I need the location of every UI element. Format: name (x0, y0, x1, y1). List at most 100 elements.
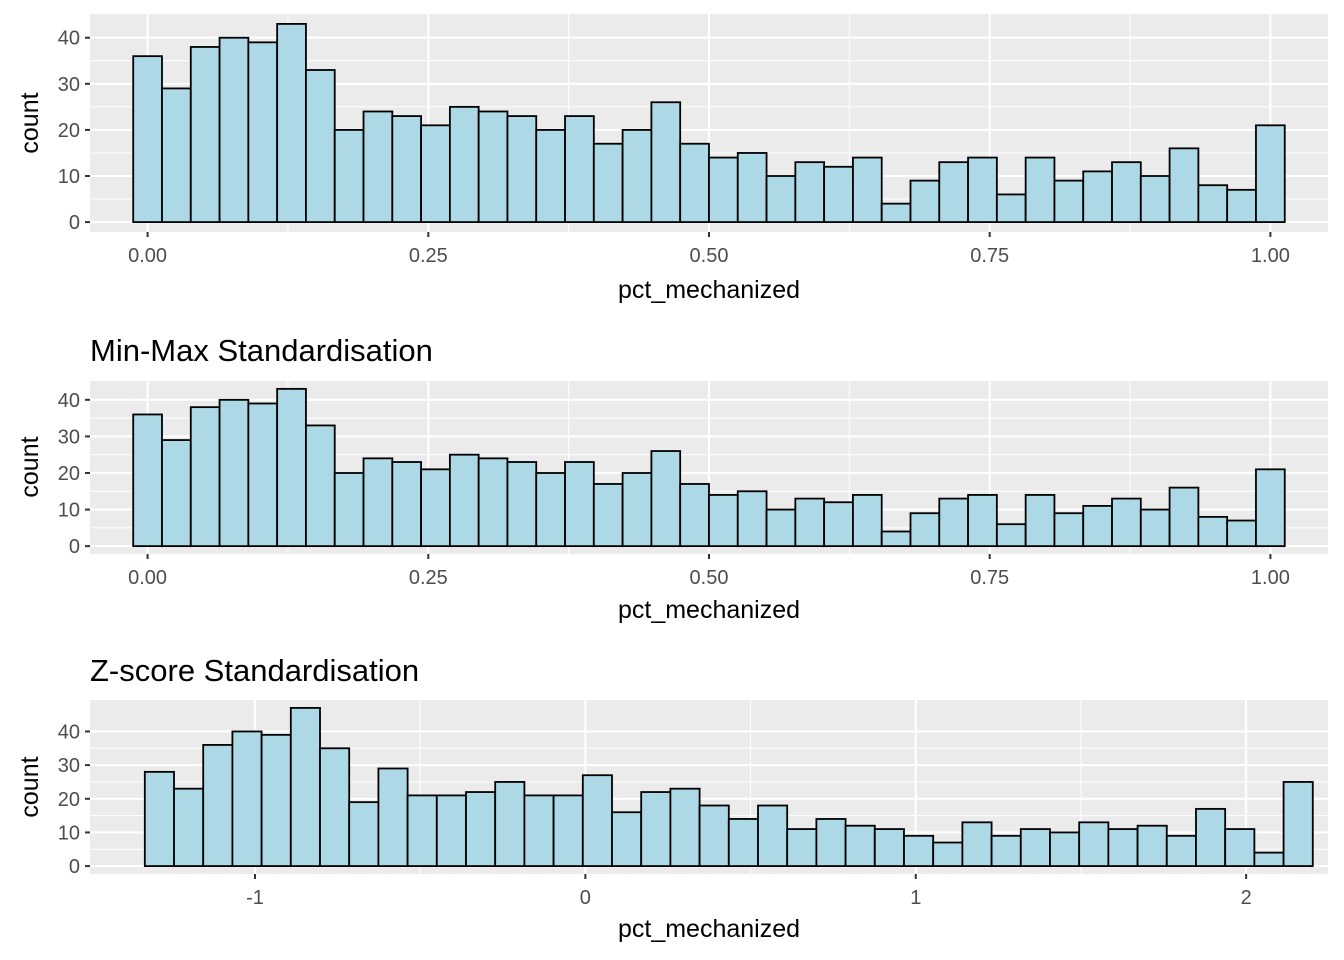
histogram-bar (1019, 828, 1051, 867)
histogram-bar (1139, 508, 1171, 548)
histogram-bar (611, 811, 643, 867)
histogram-bar (909, 512, 941, 548)
histogram-bar (377, 767, 409, 867)
histogram-bar (276, 387, 307, 548)
histogram-bar (305, 69, 336, 223)
histogram-bar (1024, 156, 1056, 223)
y-tick-label: 40 (58, 28, 80, 50)
y-tick-label: 20 (58, 463, 80, 485)
histogram-bar (494, 781, 526, 867)
histogram-bar (1111, 161, 1142, 223)
x-tick-label: 1.00 (1251, 567, 1290, 589)
histogram-bar (247, 41, 279, 223)
histogram-bar (1024, 494, 1056, 548)
histogram-bar (873, 828, 905, 867)
histogram-bar (1082, 505, 1113, 548)
y-tick-label: 40 (58, 721, 80, 743)
histogram-bar (305, 424, 336, 548)
histogram-bar (967, 156, 998, 223)
x-tick-label: 1 (910, 887, 921, 909)
histogram-bar (1078, 821, 1110, 867)
x-tick-label: 0.00 (128, 567, 167, 589)
histogram-bar (621, 472, 653, 548)
histogram-bar (736, 152, 768, 223)
histogram-bar (1226, 188, 1257, 223)
histogram-bar (592, 142, 624, 223)
histogram-bar (448, 105, 480, 223)
histogram-panel-2: 0 10 20 30 40 0.00 0.25 0.50 0.75 1.00 pct_mechani… (16, 333, 1328, 624)
histogram-bar (1255, 124, 1286, 223)
histogram-bar (247, 402, 279, 548)
histogram-bar (1168, 486, 1200, 548)
histogram-bar (698, 804, 730, 867)
histogram-bar (1197, 184, 1229, 223)
histogram-bar (319, 747, 351, 867)
histogram-bar (1053, 512, 1085, 548)
histogram-bar (880, 202, 912, 223)
histogram-bar (289, 707, 321, 867)
histogram-bar (852, 156, 883, 223)
histogram-bar (823, 501, 854, 548)
histogram-bar (1165, 834, 1197, 867)
y-axis-title: count (16, 436, 44, 497)
y-tick-label: 10 (58, 822, 80, 844)
histogram-bar (506, 461, 538, 548)
histogram-bar (406, 794, 438, 867)
x-tick-label: 0.25 (409, 245, 448, 267)
histogram-bar (786, 828, 818, 867)
x-tick-label: 0.75 (970, 245, 1009, 267)
histogram-bar (535, 472, 566, 548)
x-tick-label: 0.25 (409, 567, 448, 589)
histogram-bar (391, 461, 422, 548)
histogram-bar (909, 179, 941, 223)
histogram-bar (1253, 851, 1285, 867)
histogram-bar (903, 834, 935, 867)
histogram-bar (1049, 831, 1081, 867)
y-tick-label: 30 (58, 426, 80, 448)
y-tick-label: 0 (69, 212, 80, 234)
y-tick-label: 10 (58, 166, 80, 188)
histogram-bar (640, 791, 672, 867)
panel-title: Min-Max Standardisation (90, 333, 433, 368)
histogram-bar (202, 744, 234, 867)
histogram-bar (420, 124, 451, 223)
histogram-panel-3: 0 10 20 30 40 -1 0 1 2 pct_mechanized count Z-score… (16, 653, 1328, 943)
histogram-bar (592, 483, 624, 548)
y-tick-label: 10 (58, 500, 80, 522)
histogram-bar (852, 494, 883, 548)
x-axis-title: pct_mechanized (618, 596, 800, 624)
x-axis-title: pct_mechanized (618, 276, 800, 304)
histogram-bar (260, 733, 292, 867)
histogram-bar (231, 730, 263, 867)
histogram-bar (132, 55, 163, 223)
histogram-bar (794, 161, 826, 223)
histogram-bar (362, 110, 394, 223)
y-tick-label: 40 (58, 390, 80, 412)
y-tick-label: 30 (58, 74, 80, 96)
histogram-bar (564, 115, 595, 223)
histogram-bar (794, 497, 826, 548)
y-tick-label: 20 (58, 120, 80, 142)
histogram-bar (990, 834, 1022, 867)
y-axis-title: count (16, 92, 44, 153)
histogram-bar (477, 110, 509, 223)
histogram-bar (650, 450, 682, 548)
histogram-bar (333, 472, 365, 548)
histogram-bar (1139, 175, 1171, 223)
histogram-bar (348, 801, 380, 867)
histogram-bar (435, 794, 467, 867)
histogram-bar (736, 490, 768, 548)
x-tick-label: 0.00 (128, 245, 167, 267)
histogram-bar (391, 115, 422, 223)
histogram-bar (708, 494, 739, 548)
x-tick-label: 1.00 (1251, 245, 1290, 267)
histogram-bar (938, 161, 969, 223)
histogram-bar (823, 165, 854, 223)
histogram-bar (448, 453, 480, 548)
histogram-bar (173, 787, 205, 867)
histogram-bar (535, 129, 566, 223)
histogram-bar (1226, 519, 1257, 548)
histogram-bar (218, 36, 250, 223)
histogram-bar (765, 175, 797, 223)
